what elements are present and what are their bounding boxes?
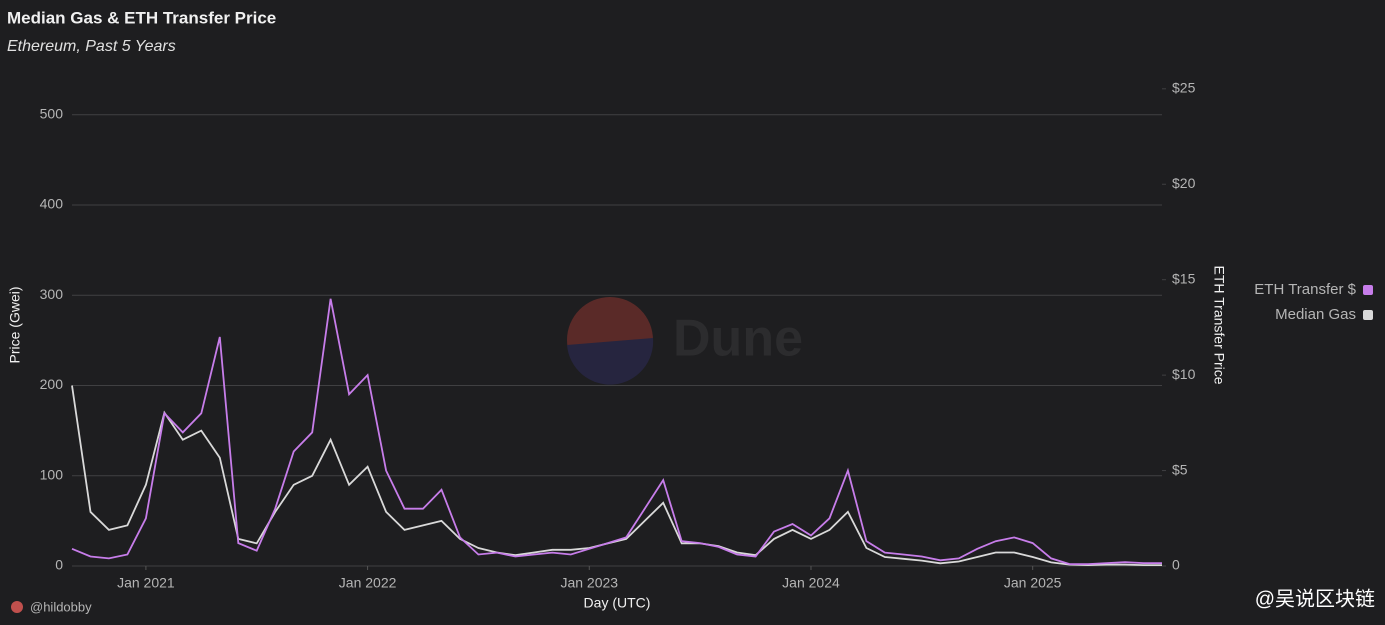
legend-swatch	[1363, 285, 1373, 295]
x-tick-label: Jan 2025	[1004, 575, 1062, 591]
avatar	[11, 601, 23, 613]
y-axis-label: Price (Gwei)	[7, 286, 23, 363]
y2-tick-label: $5	[1172, 461, 1188, 477]
x-tick-label: Jan 2023	[560, 575, 618, 591]
y2-tick-label: $15	[1172, 270, 1196, 286]
series-line	[71, 298, 1162, 565]
y-tick-label: 0	[55, 557, 63, 573]
y-tick-label: 300	[40, 286, 64, 302]
legend-label: Median Gas	[1275, 306, 1356, 323]
chart-title: Median Gas & ETH Transfer Price	[7, 8, 276, 27]
chart-subtitle: Ethereum, Past 5 Years	[7, 38, 176, 55]
watermark-logo	[567, 338, 654, 385]
y-tick-label: 100	[40, 466, 64, 482]
legend-label: ETH Transfer $	[1254, 281, 1356, 298]
y2-tick-label: $20	[1172, 175, 1196, 191]
legend-swatch	[1363, 310, 1373, 320]
x-axis-label: Day (UTC)	[584, 595, 651, 611]
source-watermark: @吴说区块链	[1255, 587, 1375, 610]
y-tick-label: 400	[40, 196, 64, 212]
x-tick-label: Jan 2024	[782, 575, 840, 591]
x-tick-label: Jan 2021	[117, 575, 175, 591]
attribution: @hildobby	[30, 599, 92, 614]
x-tick-label: Jan 2022	[339, 575, 397, 591]
y2-tick-label: $25	[1172, 80, 1196, 96]
y-tick-label: 200	[40, 376, 64, 392]
watermark: Dune	[673, 310, 803, 368]
y-tick-label: 500	[40, 105, 64, 121]
y2-axis-label: ETH Transfer Price	[1211, 265, 1227, 384]
y2-tick-label: 0	[1172, 557, 1180, 573]
y2-tick-label: $10	[1172, 366, 1196, 382]
